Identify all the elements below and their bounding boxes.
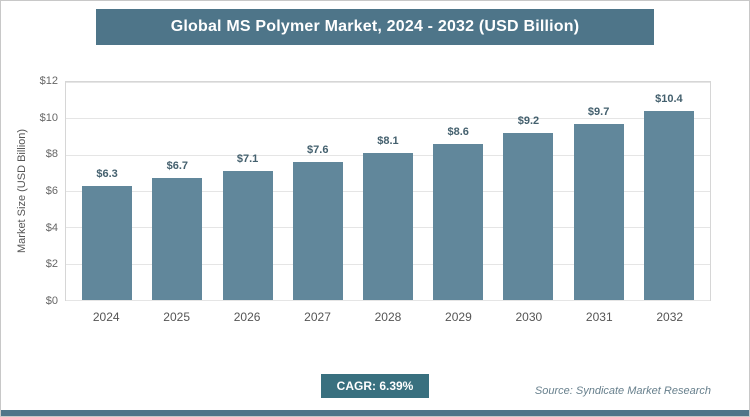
y-tick-label: $8	[45, 148, 58, 161]
y-tick-label: $0	[45, 295, 58, 307]
chart-title: Global MS Polymer Market, 2024 - 2032 (U…	[170, 18, 580, 35]
x-axis-label: 2032	[656, 310, 684, 324]
plot-outer: $0 $2 $4 $6 $8 $10 $12 $6.3 $6.7 $7.1 $7.6 $8.1 $8.…	[31, 75, 711, 336]
bar	[292, 161, 343, 300]
y-axis-title: Market Size (USD Billion)	[16, 128, 28, 254]
gridline	[66, 82, 710, 83]
chart-title-bar: Global MS Polymer Market, 2024 - 2032 (U…	[96, 9, 654, 45]
y-tick-label: $10	[39, 111, 58, 124]
bar-column: $6.7	[142, 82, 212, 300]
bar-value-label: $7.1	[236, 153, 259, 166]
bar	[222, 171, 273, 300]
y-tick-label: $4	[45, 221, 58, 234]
bar	[433, 143, 484, 300]
bar-column: $8.6	[423, 82, 493, 300]
bar	[362, 152, 413, 300]
x-axis-label: 2028	[374, 310, 402, 324]
x-axis-label: 2027	[304, 310, 331, 324]
x-axis-label: 2029	[445, 310, 472, 324]
bar	[82, 185, 133, 300]
accent-strip	[1, 410, 749, 416]
x-axis-label: 2031	[585, 310, 613, 324]
bar-value-label: $10.4	[655, 93, 683, 106]
x-axis-label: 2030	[515, 310, 543, 324]
bar	[643, 111, 694, 300]
bar-value-label: $6.7	[166, 160, 189, 173]
cagr-badge: CAGR: 6.39%	[320, 374, 430, 398]
bar-column: $10.4	[634, 82, 704, 300]
bar-column: $8.1	[353, 82, 423, 300]
bar-column: $6.3	[72, 82, 142, 300]
x-axis-label: 2026	[233, 310, 261, 324]
bar	[503, 132, 554, 300]
x-axis-label: 2024	[92, 310, 120, 324]
y-tick-label: $2	[45, 258, 58, 271]
y-tick-label: $6	[45, 185, 58, 197]
x-axis-labels: 2024 2025 2026 2027 2028 2029 2030 2031 2032	[65, 301, 711, 336]
bar-value-label: $9.2	[517, 114, 540, 127]
bar-column: $7.1	[212, 82, 282, 300]
bar	[573, 123, 624, 300]
bar-series: $6.3 $6.7 $7.1 $7.6 $8.1 $8.6 $9.2 $9.7 $10.4	[66, 82, 710, 300]
gridline	[66, 118, 710, 120]
bar-column: $7.6	[283, 82, 353, 300]
bar-value-label: $6.3	[96, 167, 118, 180]
gridline	[66, 300, 710, 301]
chart-region: Market Size (USD Billion) $0 $2 $4 $6 $8 $10 $…	[1, 75, 749, 336]
bar-column: $9.7	[564, 82, 634, 300]
x-axis-label: 2025	[163, 310, 190, 324]
bar-column: $9.2	[493, 82, 563, 300]
plot-column: $6.3 $6.7 $7.1 $7.6 $8.1 $8.6 $9.2 $9.7 $10.4 20…	[65, 81, 711, 336]
y-axis-ticks: $0 $2 $4 $6 $8 $10 $12	[31, 75, 65, 307]
plot-area: $6.3 $6.7 $7.1 $7.6 $8.1 $8.6 $9.2 $9.7 $10.4	[65, 81, 711, 301]
bar-value-label: $9.7	[587, 105, 610, 118]
chart-footer: CAGR: 6.39% Source: Syndicate Market Res…	[1, 374, 749, 400]
bar-value-label: $8.1	[377, 134, 399, 147]
bar	[152, 178, 203, 300]
y-tick-label: $12	[39, 75, 58, 87]
bar-value-label: $8.6	[447, 125, 469, 138]
source-text: Source: Syndicate Market Research	[534, 385, 711, 397]
bar-value-label: $7.6	[307, 143, 329, 156]
